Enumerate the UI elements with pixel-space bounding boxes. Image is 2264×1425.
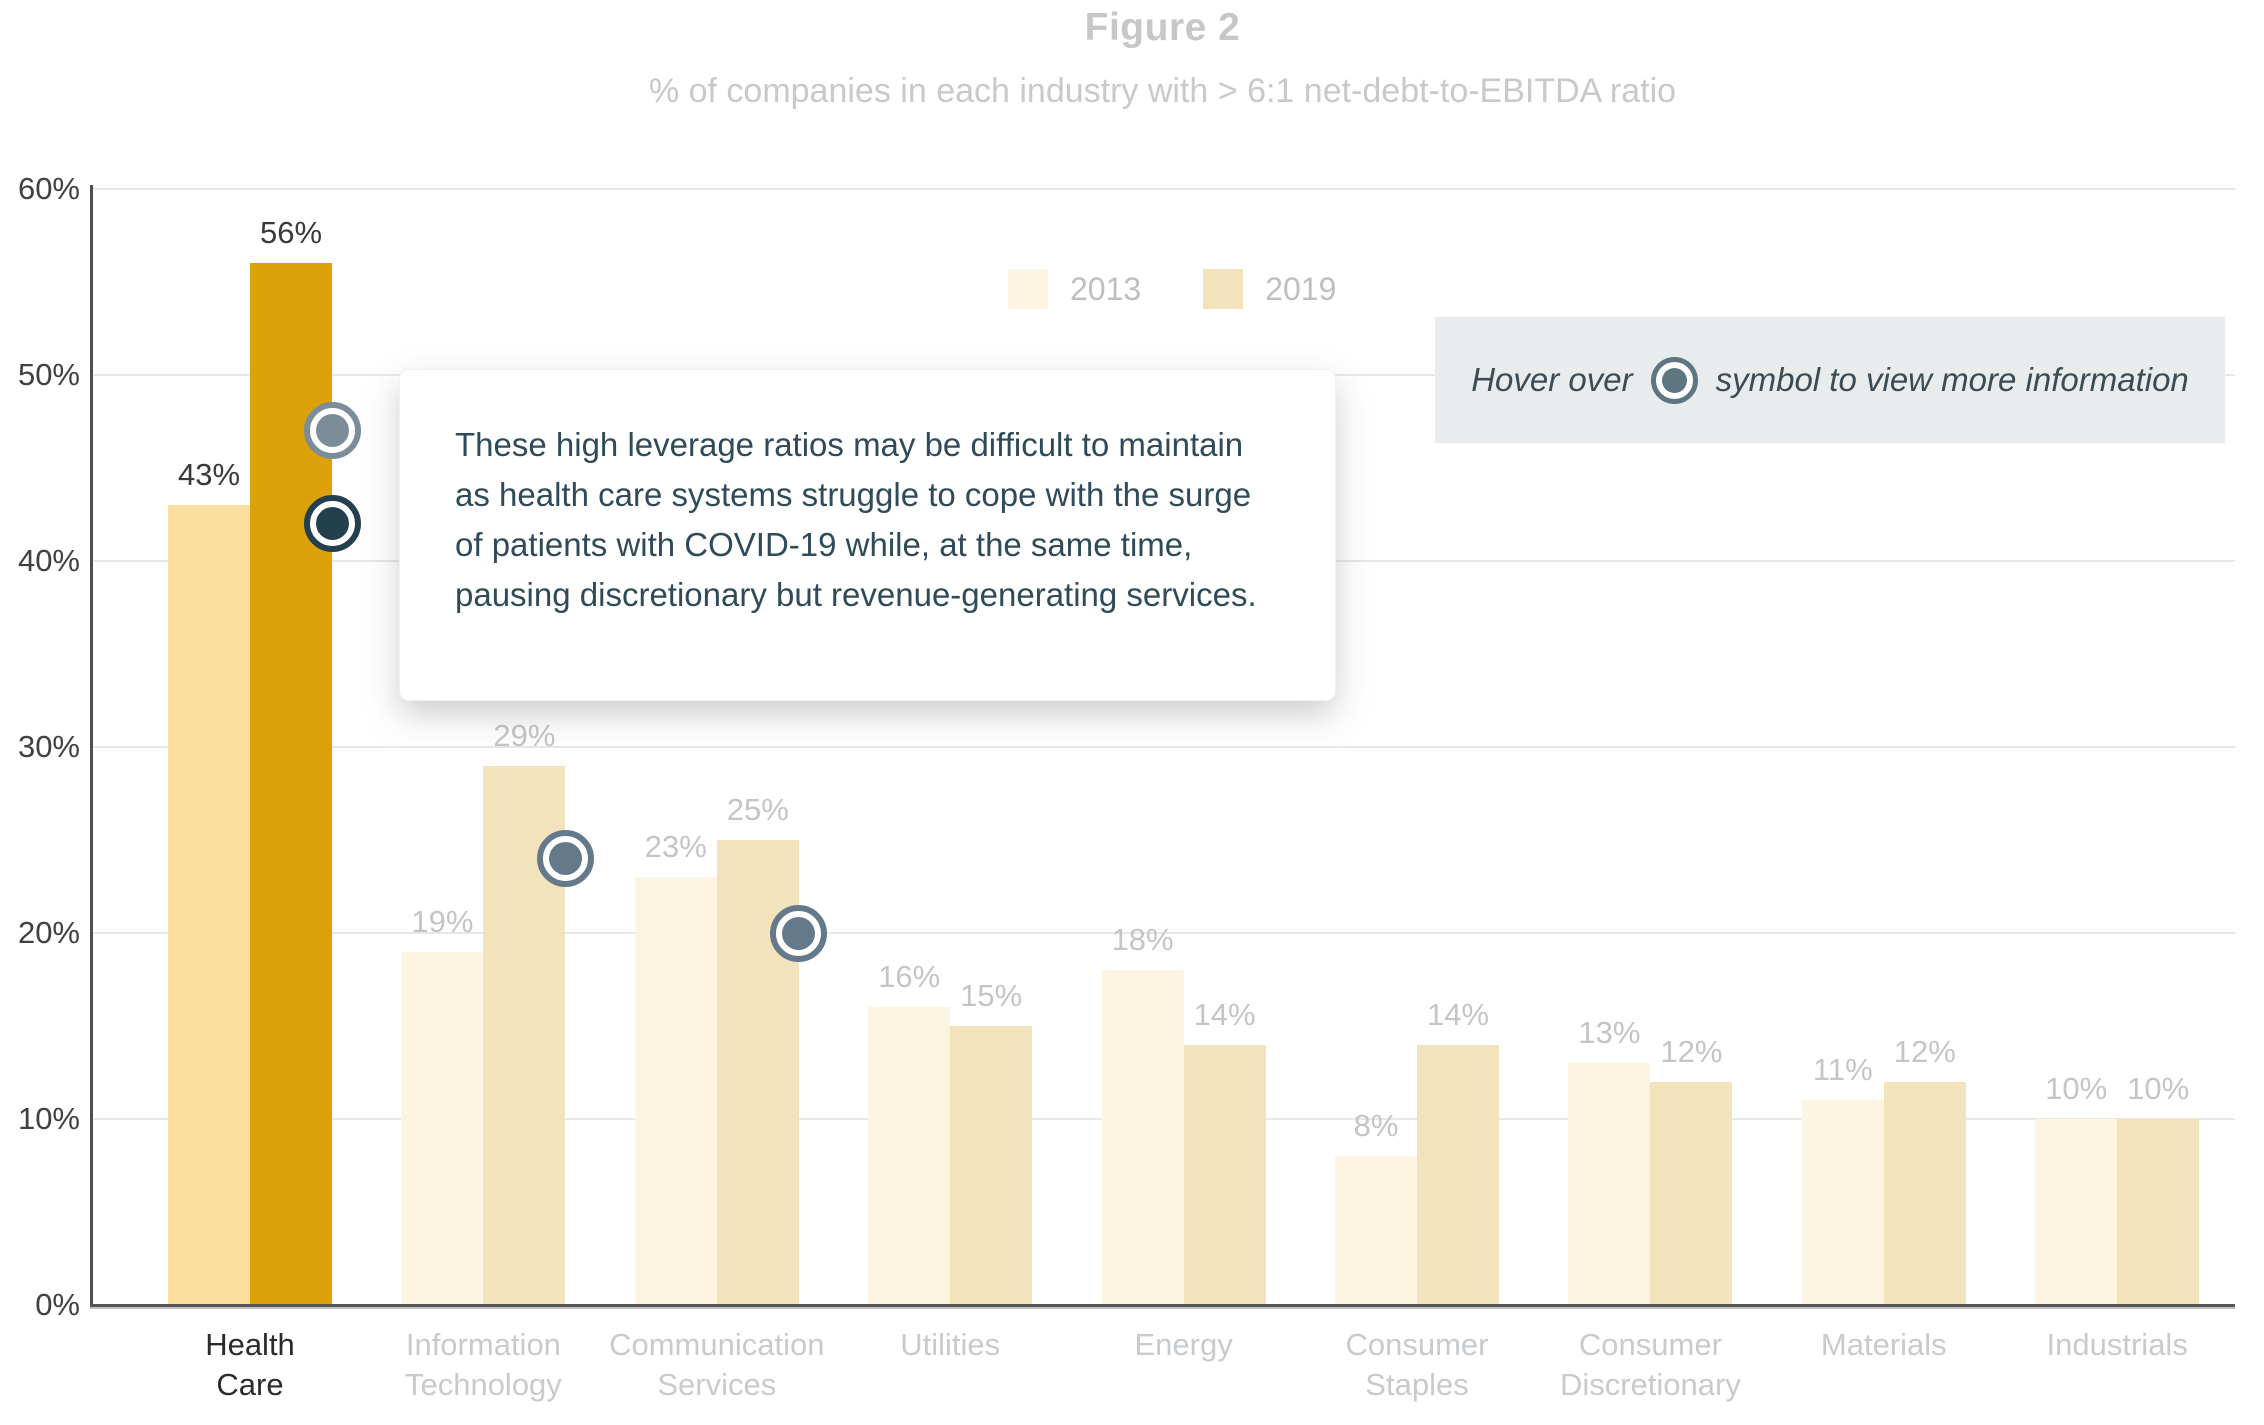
info-tooltip-popup: These high leverage ratios may be diffic…: [400, 370, 1335, 700]
figure-subtitle: % of companies in each industry with > 6…: [648, 72, 1677, 110]
value-label-2019-health-care: 56%: [259, 215, 323, 251]
category-label-utilities: Utilities: [900, 1327, 1001, 1362]
info-dot-icon: [1650, 356, 1698, 404]
value-label-2019-consumer-staples: 14%: [1426, 996, 1490, 1032]
value-label-2019-utilities: 15%: [960, 978, 1023, 1013]
value-label-2013-industrials: 10%: [2045, 1071, 2108, 1106]
legend-item-2019: 2019: [1203, 269, 1336, 309]
category-label-consumer-staples: Consumer Staples: [1345, 1327, 1489, 1402]
hover-instruction-banner: Hover over symbol to view more informati…: [1435, 317, 2225, 443]
value-label-2013-consumer-staples: 8%: [1353, 1108, 1399, 1144]
value-label-2013-materials: 11%: [1812, 1052, 1873, 1088]
category-label-consumer-discretionary: Consumer Discretionary: [1559, 1327, 1741, 1402]
bar-2013-communication-services: [634, 877, 717, 1305]
info-marker-dot: [782, 916, 816, 950]
legend-item-2013: 2013: [1008, 269, 1141, 309]
category-label-industrials: Industrials: [2046, 1327, 2188, 1362]
chart-legend: 2013 2019: [1008, 269, 1336, 309]
legend-swatch-2019: [1203, 269, 1244, 309]
legend-label-2019: 2019: [1265, 270, 1337, 307]
x-axis-baseline: [90, 1304, 2235, 1309]
info-marker-dot: [315, 507, 349, 541]
bar-2019-utilities: [950, 1026, 1033, 1305]
y-tick-20%: 20%: [17, 915, 80, 950]
bar-2019-energy: [1183, 1044, 1266, 1305]
bar-2019-consumer-staples: [1417, 1044, 1499, 1305]
value-label-2019-consumer-discretionary: 12%: [1660, 1033, 1723, 1069]
figure-title: Figure 2: [1084, 6, 1241, 49]
y-tick-40%: 40%: [17, 543, 80, 578]
plot-area: 43% 56% 19% 29% 23% 25% 16% 15% 18% 14% 8% 14% 13% 12…: [90, 188, 2235, 1305]
category-label-communication-services: Communication Services: [609, 1327, 825, 1402]
info-marker-communication-services-3[interactable]: [770, 904, 828, 962]
y-tick-0%: 0%: [35, 1287, 80, 1322]
info-marker-health-care-0[interactable]: [303, 402, 361, 460]
info-marker-dot: [315, 414, 349, 448]
hover-instruction-prefix: Hover over: [1471, 361, 1633, 398]
info-marker-dot: [548, 842, 582, 876]
value-label-2019-information-technology: 29%: [493, 717, 556, 753]
category-label-information-technology: Information Technology: [404, 1327, 562, 1402]
value-label-2019-industrials: 10%: [2127, 1071, 2190, 1106]
info-marker-information-technology-2[interactable]: [536, 830, 594, 888]
y-tick-50%: 50%: [17, 357, 80, 392]
hover-instruction-suffix: symbol to view more information: [1715, 361, 2189, 398]
value-label-2013-utilities: 16%: [878, 959, 941, 995]
value-label-2013-information-technology: 19%: [411, 903, 474, 939]
bar-2013-materials: [1801, 1100, 1884, 1305]
bar-2019-materials: [1883, 1081, 1966, 1305]
value-label-2019-energy: 14%: [1193, 996, 1256, 1032]
category-label-health-care: Health Care: [205, 1327, 295, 1402]
category-label-materials: Materials: [1820, 1327, 1947, 1362]
category-label-energy: Energy: [1134, 1327, 1233, 1362]
value-label-2013-energy: 18%: [1111, 922, 1174, 958]
y-axis-line: [90, 185, 93, 1307]
y-tick-60%: 60%: [17, 171, 80, 206]
bar-2013-energy: [1101, 970, 1184, 1305]
bar-2013-utilities: [868, 1007, 951, 1305]
info-tooltip-text: These high leverage ratios may be diffic…: [455, 426, 1257, 613]
bar-2013-health-care: [168, 505, 250, 1305]
bar-2019-industrials: [2117, 1119, 2200, 1305]
value-label-2019-communication-services: 25%: [726, 792, 789, 827]
bar-2019-consumer-discretionary: [1650, 1081, 1733, 1305]
bar-2013-consumer-discretionary: [1568, 1063, 1651, 1305]
y-tick-10%: 10%: [17, 1101, 80, 1136]
bar-2013-industrials: [2035, 1119, 2118, 1305]
gridline-20%: [90, 932, 2235, 934]
legend-swatch-2013: [1008, 269, 1048, 309]
value-label-2013-consumer-discretionary: 13%: [1578, 1015, 1641, 1051]
value-label-2019-materials: 12%: [1893, 1033, 1956, 1069]
gridline-30%: [90, 746, 2235, 748]
bar-2013-consumer-staples: [1335, 1156, 1417, 1305]
gridline-60%: [90, 188, 2235, 190]
info-marker-health-care-1[interactable]: [303, 495, 361, 553]
legend-label-2013: 2013: [1070, 270, 1142, 307]
value-label-2013-health-care: 43%: [177, 457, 241, 493]
value-label-2013-communication-services: 23%: [644, 829, 707, 865]
y-tick-30%: 30%: [17, 729, 80, 764]
bar-2013-information-technology: [401, 951, 484, 1305]
